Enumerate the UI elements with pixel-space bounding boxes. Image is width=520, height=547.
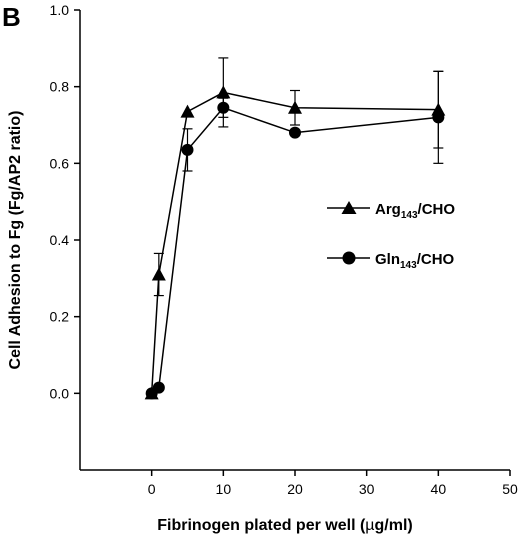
series-layer — [144, 57, 446, 400]
data-point-circle — [217, 101, 230, 114]
legend-label-gln143: Gln143/CHO — [375, 251, 455, 271]
x-tick-label: 10 — [216, 481, 232, 497]
x-tick-label: 30 — [359, 481, 375, 497]
data-point-triangle — [151, 267, 166, 281]
x-axis-title-part-2: g/ml) — [375, 517, 413, 534]
legend-gln-sub: 143 — [400, 260, 417, 271]
x-axis-ticks: 0 10 20 30 40 50 — [148, 470, 518, 497]
legend-circle-marker — [342, 251, 356, 265]
y-tick-label: 0.0 — [50, 385, 70, 401]
y-tick-label: 0.6 — [50, 155, 70, 171]
series-line-arg143 — [150, 91, 439, 394]
y-axis-title: Cell Adhesion to Fg (Fg/AP2 ratio) — [7, 111, 24, 370]
data-point-circle — [152, 381, 165, 394]
data-point-circle — [181, 143, 194, 156]
legend-triangle-marker — [341, 201, 357, 214]
legend-item-arg143: Arg143/CHO — [327, 201, 455, 221]
data-point-triangle — [180, 104, 195, 118]
y-tick-label: 0.8 — [50, 79, 70, 95]
series-arg143 — [144, 57, 446, 400]
legend-arg-base: Arg — [375, 201, 401, 218]
legend-item-gln143: Gln143/CHO — [327, 251, 455, 271]
legend-label-arg143: Arg143/CHO — [375, 201, 455, 221]
panel-label: B — [2, 2, 21, 32]
data-point-circle — [432, 111, 445, 124]
x-tick-label: 50 — [502, 481, 518, 497]
data-point-circle — [289, 126, 301, 139]
y-tick-label: 1.0 — [50, 2, 70, 18]
y-axis-ticks: 0.0 0.2 0.4 0.6 0.8 1.0 — [50, 2, 80, 401]
legend-gln-base: Gln — [375, 251, 400, 268]
legend-gln-rest: /CHO — [417, 251, 455, 268]
data-point-triangle — [288, 100, 302, 114]
x-axis-title-part-1: Fibrinogen plated per well ( — [157, 517, 366, 534]
y-tick-label: 0.2 — [50, 309, 70, 325]
x-axis-title: Fibrinogen plated per well (µg/ml) — [157, 517, 412, 534]
legend-arg-rest: /CHO — [418, 201, 456, 218]
series-gln143 — [145, 70, 445, 400]
legend: Arg143/CHO Gln143/CHO — [327, 201, 455, 271]
y-tick-label: 0.4 — [50, 232, 70, 248]
x-tick-label: 20 — [287, 481, 303, 497]
legend-arg-sub: 143 — [401, 210, 418, 221]
x-axis-title-mu: µ — [365, 517, 374, 534]
x-tick-label: 40 — [431, 481, 447, 497]
data-point-triangle — [216, 85, 231, 99]
x-tick-label: 0 — [148, 481, 156, 497]
